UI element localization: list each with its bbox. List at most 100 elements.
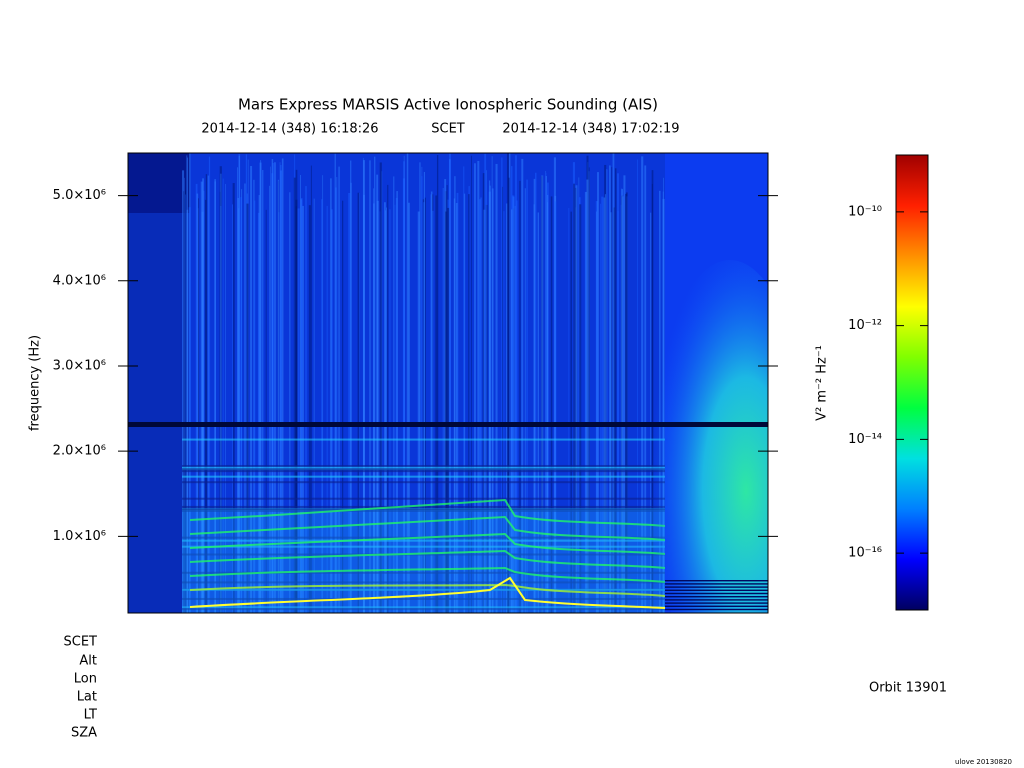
band <box>182 497 666 500</box>
spectrogram <box>128 153 768 613</box>
streak <box>611 167 613 613</box>
streak <box>185 194 186 613</box>
streak <box>313 198 315 613</box>
streak <box>644 165 647 613</box>
band <box>182 606 666 609</box>
streak <box>471 155 472 613</box>
band <box>182 508 666 511</box>
streak <box>491 188 494 613</box>
streak <box>222 178 224 613</box>
streak <box>502 186 504 613</box>
band <box>182 438 666 441</box>
streak <box>430 191 433 613</box>
y-tick-label: 1.0×10⁶ <box>53 529 106 544</box>
streak <box>524 188 526 613</box>
streak <box>374 156 376 613</box>
streak <box>521 158 524 613</box>
streak <box>486 170 487 613</box>
streak <box>545 176 547 613</box>
streak <box>535 172 537 613</box>
streak <box>302 205 304 613</box>
colorbar <box>895 154 929 611</box>
streak <box>182 170 185 613</box>
streak <box>588 167 590 613</box>
streak <box>219 191 221 613</box>
top-band <box>128 153 190 213</box>
orbit-label: Orbit 13901 <box>869 681 947 696</box>
streak <box>198 198 199 613</box>
streak <box>625 192 628 613</box>
streak <box>214 181 216 613</box>
streak <box>526 179 528 613</box>
streak <box>537 212 540 613</box>
streak <box>650 212 652 613</box>
streak <box>417 211 420 613</box>
streak <box>208 156 211 613</box>
streak <box>495 163 498 613</box>
streak <box>570 211 572 613</box>
band <box>182 597 666 600</box>
streak <box>262 170 264 613</box>
streak <box>385 210 387 613</box>
colorbar-tick-label: 10⁻¹⁴ <box>848 432 882 447</box>
streak <box>442 187 444 613</box>
y-tick-label: 5.0×10⁶ <box>53 188 106 203</box>
band <box>182 464 666 467</box>
streak <box>463 166 465 613</box>
streak <box>342 200 344 613</box>
band <box>182 588 666 591</box>
streak <box>272 162 274 613</box>
band <box>665 580 768 582</box>
streak <box>362 157 364 613</box>
streak <box>448 153 452 613</box>
streak <box>379 162 382 613</box>
band <box>665 592 768 595</box>
streak <box>489 185 491 613</box>
streak <box>478 199 482 613</box>
streak <box>232 183 235 613</box>
band <box>182 481 666 484</box>
streak <box>185 190 187 613</box>
streak <box>231 204 234 613</box>
streak <box>421 176 423 613</box>
trace <box>189 498 666 527</box>
streak <box>308 205 311 613</box>
colorbar-tick-label: 10⁻¹² <box>848 318 882 333</box>
streak <box>362 160 366 613</box>
streak <box>455 203 458 613</box>
streak <box>622 196 624 613</box>
lower-region <box>182 510 666 613</box>
streak <box>305 186 307 613</box>
streak <box>348 192 351 613</box>
streak <box>617 173 619 613</box>
colorbar-tick-label: 10⁻¹⁶ <box>848 546 882 561</box>
streak <box>423 171 426 613</box>
streak <box>350 160 352 613</box>
streak <box>435 195 438 613</box>
streak <box>207 175 210 613</box>
band <box>182 475 666 478</box>
streak <box>407 202 410 613</box>
title: Mars Express MARSIS Active Ionospheric S… <box>238 96 658 114</box>
streak <box>237 197 240 613</box>
streak <box>220 173 222 613</box>
axes: 16:2016:3016:4016:5017:001.0×10⁶2.0×10⁶3… <box>53 152 778 614</box>
streak <box>396 191 398 613</box>
streak <box>310 165 312 613</box>
streak <box>533 204 535 613</box>
ephemeris-row-label: LT <box>84 708 97 723</box>
streak <box>237 167 239 613</box>
streak <box>369 160 371 613</box>
band <box>182 539 666 542</box>
streak <box>436 155 439 613</box>
streak <box>393 176 395 613</box>
streak <box>270 166 271 613</box>
streak <box>253 179 255 613</box>
streak <box>246 203 249 613</box>
band <box>182 553 666 556</box>
ephemeris-row-label: Lon <box>74 672 97 687</box>
colorbar-label: V² m⁻² Hz⁻¹ <box>815 345 830 421</box>
streak <box>510 209 513 613</box>
streak <box>184 177 185 613</box>
band <box>665 596 768 598</box>
